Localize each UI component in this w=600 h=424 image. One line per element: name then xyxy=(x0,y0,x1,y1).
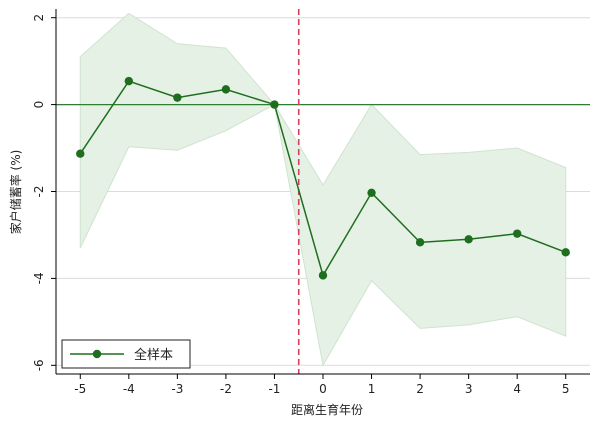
x-tick-label: -4 xyxy=(123,382,135,396)
x-tick-label: -1 xyxy=(268,382,280,396)
data-point xyxy=(512,229,522,238)
data-point xyxy=(415,238,425,247)
axes: -5 -4 -3 -2 -1 0 1 2 3 4 5 -6 -4 -2 0 2 xyxy=(32,9,590,396)
data-point xyxy=(173,93,182,102)
ci-layer xyxy=(79,12,567,367)
series-layer xyxy=(76,76,570,280)
x-tick-label: -5 xyxy=(74,382,86,396)
data-point xyxy=(76,149,85,158)
y-tick-label: -4 xyxy=(32,272,46,284)
x-tick-label: 2 xyxy=(416,382,424,396)
data-point xyxy=(367,188,376,198)
data-point xyxy=(124,76,134,86)
x-axis-title: 距离生育年份 xyxy=(291,402,363,417)
confidence-band xyxy=(79,12,567,367)
y-tick-label: 0 xyxy=(32,101,46,109)
x-tick-label: 5 xyxy=(562,382,570,396)
y-tick-label: -6 xyxy=(32,359,46,371)
y-tick-label: -2 xyxy=(32,186,46,198)
x-tick-label: -3 xyxy=(171,382,183,396)
legend-box xyxy=(61,339,191,369)
data-point xyxy=(318,271,328,280)
data-point xyxy=(221,85,231,94)
x-tick-label: 0 xyxy=(319,382,327,396)
data-point xyxy=(464,235,473,244)
data-point xyxy=(270,100,279,109)
y-axis-title: 家户储蓄率 (%) xyxy=(8,150,23,235)
y-tick-label: 2 xyxy=(32,14,46,22)
data-point xyxy=(561,248,570,257)
x-tick-label: -2 xyxy=(220,382,232,396)
legend: 全样本 xyxy=(61,339,191,369)
legend-marker xyxy=(92,349,102,359)
x-tick-label: 4 xyxy=(513,382,521,396)
x-tick-label: 1 xyxy=(368,382,376,396)
x-tick-label: 3 xyxy=(465,382,473,396)
legend-label: 全样本 xyxy=(134,347,173,363)
